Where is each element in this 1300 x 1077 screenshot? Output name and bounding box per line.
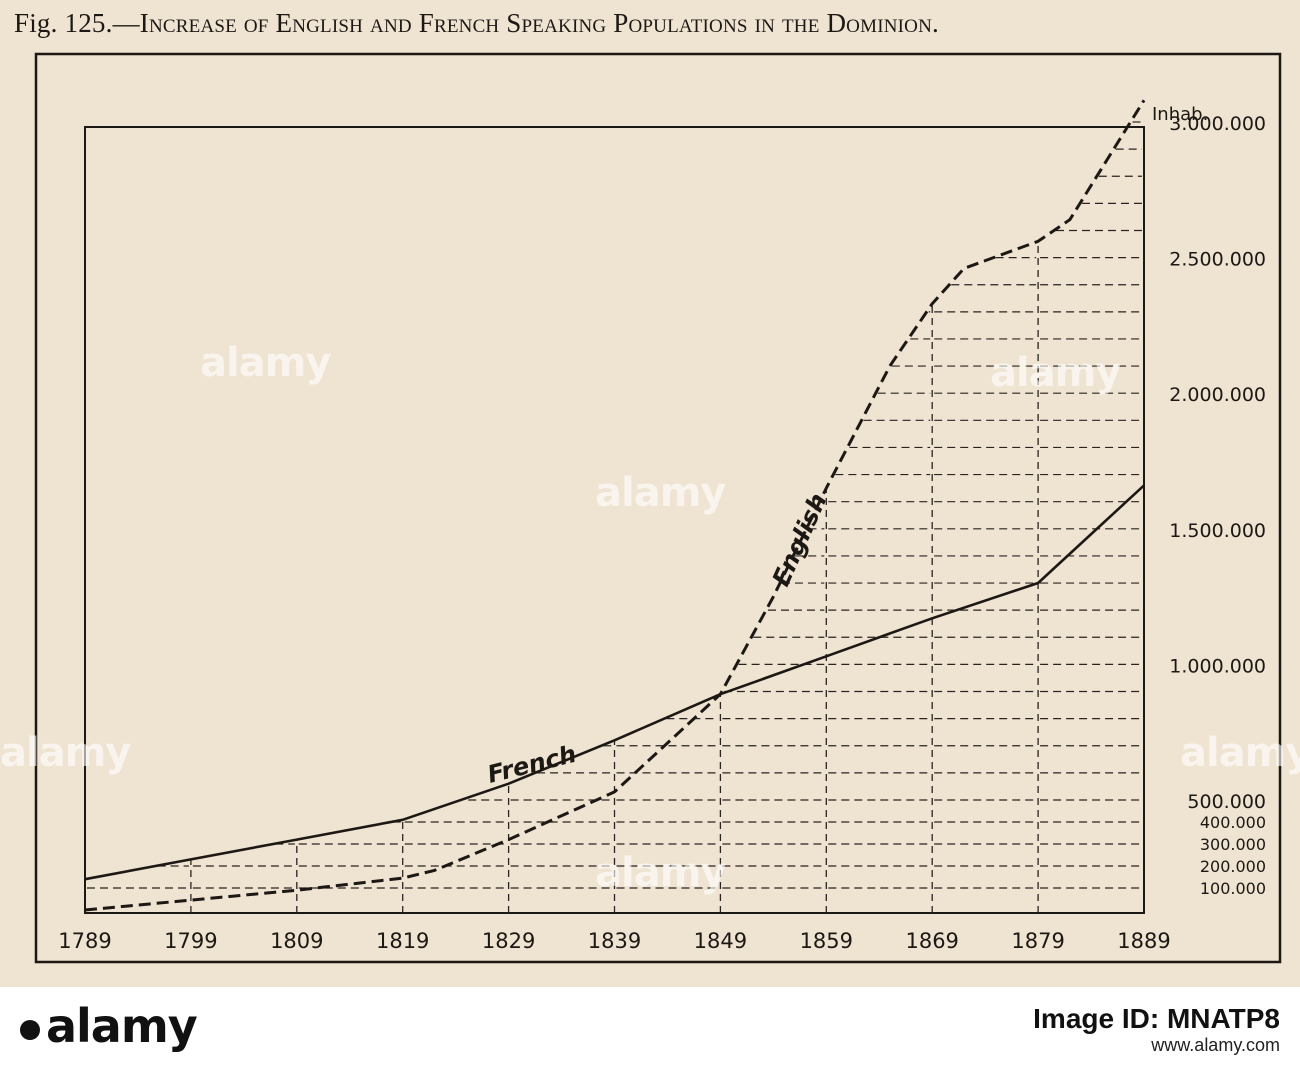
watermark: alamy bbox=[595, 850, 726, 896]
watermark: alamy bbox=[990, 350, 1121, 396]
footer-url: www.alamy.com bbox=[1151, 1035, 1280, 1055]
y-tick-label: 2.500.000 bbox=[1169, 249, 1266, 271]
x-tick-label: 1799 bbox=[164, 929, 217, 953]
x-axis-ticks: 1789 1799 1809 1819 1829 1839 1849 1859 1869 1879… bbox=[58, 929, 1170, 953]
image-id: Image ID: MNATP8 bbox=[1033, 1003, 1280, 1034]
watermark: alamy bbox=[200, 340, 331, 386]
y-tick-label: 3.000.000 bbox=[1169, 113, 1266, 135]
y-tick-label: 200.000 bbox=[1200, 857, 1266, 876]
x-tick-label: 1819 bbox=[376, 929, 429, 953]
series-label-french: French bbox=[485, 740, 579, 789]
x-tick-label: 1879 bbox=[1011, 929, 1064, 953]
outer-frame bbox=[34, 52, 1282, 964]
y-tick-label: 1.500.000 bbox=[1169, 520, 1266, 542]
y-tick-label: 100.000 bbox=[1200, 879, 1266, 898]
figure-title: Fig. 125.—Increase of English and French… bbox=[14, 8, 1284, 39]
x-tick-label: 1839 bbox=[588, 929, 641, 953]
y-tick-label: 500.000 bbox=[1187, 791, 1266, 813]
footer-meta: Image ID: MNATP8 www.alamy.com bbox=[1033, 1003, 1280, 1056]
watermark: alamy bbox=[0, 730, 131, 776]
y-axis-label: Inhab. bbox=[1152, 104, 1208, 125]
population-chart: 1789 1799 1809 1819 1829 1839 1849 1859 1869 1879… bbox=[34, 52, 1282, 964]
footer-bar: alamy Image ID: MNATP8 www.alamy.com bbox=[0, 987, 1300, 1077]
series-labels: French English bbox=[485, 489, 833, 789]
hatch-grid bbox=[87, 121, 1142, 913]
plot-area bbox=[84, 126, 1145, 914]
series-layer bbox=[84, 99, 1146, 912]
x-tick-label: 1789 bbox=[58, 929, 111, 953]
x-tick-label: 1869 bbox=[905, 929, 958, 953]
series-label-english: English bbox=[767, 489, 833, 590]
watermark: alamy bbox=[1180, 730, 1300, 776]
series-line-english bbox=[84, 99, 1146, 912]
x-tick-label: 1849 bbox=[694, 929, 747, 953]
watermark: alamy bbox=[595, 470, 726, 516]
figure-title-text: Increase of English and French Speaking … bbox=[139, 8, 939, 38]
x-tick-label: 1829 bbox=[482, 929, 535, 953]
x-tick-label: 1889 bbox=[1117, 929, 1170, 953]
y-tick-label: 1.000.000 bbox=[1169, 655, 1266, 677]
series-line-french bbox=[84, 484, 1145, 881]
x-tick-label: 1859 bbox=[800, 929, 853, 953]
y-tick-label: 300.000 bbox=[1200, 835, 1266, 854]
figure-label: Fig. 125.— bbox=[14, 8, 140, 38]
y-tick-label: 2.000.000 bbox=[1169, 384, 1266, 406]
footer-logo: alamy bbox=[20, 999, 198, 1053]
x-tick-label: 1809 bbox=[270, 929, 323, 953]
y-tick-label: 400.000 bbox=[1200, 813, 1266, 832]
